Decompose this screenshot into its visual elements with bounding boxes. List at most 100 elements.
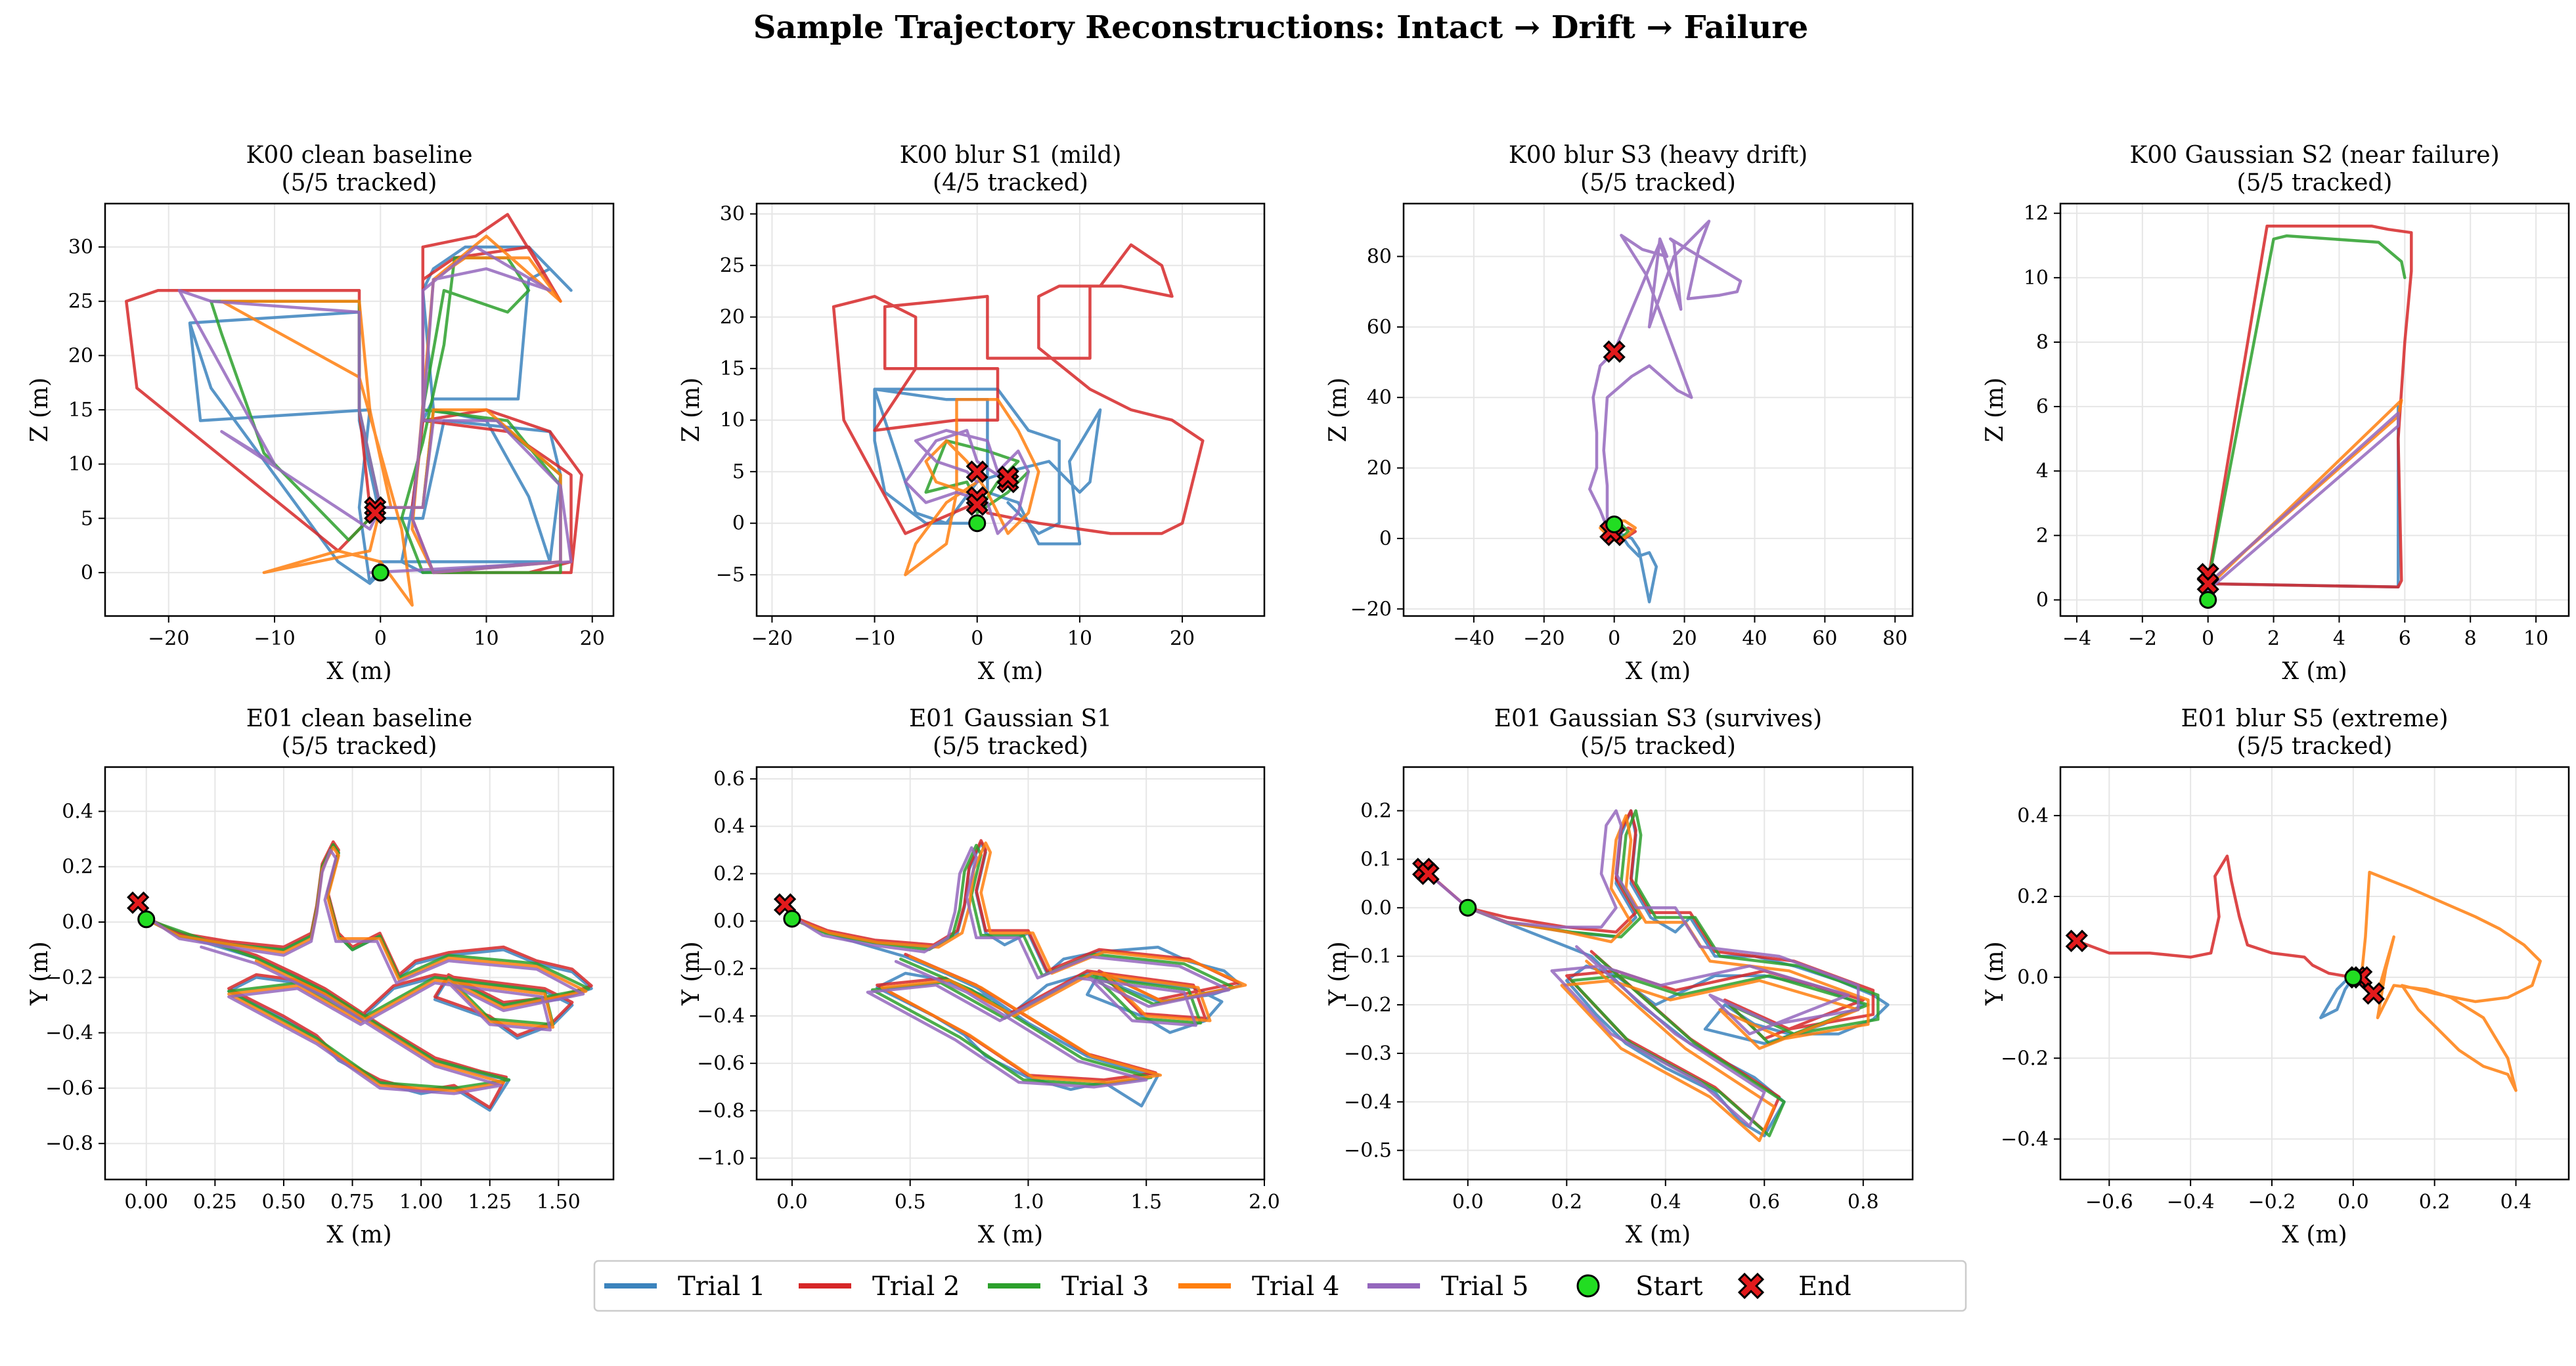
y-tick-label: 0 <box>1379 527 1392 550</box>
subplot-subtitle: (5/5 tracked) <box>282 169 437 196</box>
x-tick-label: 10 <box>2523 627 2548 650</box>
y-tick-label: −0.4 <box>45 1022 93 1045</box>
markers <box>364 496 389 582</box>
y-tick-label: −1.0 <box>697 1147 745 1170</box>
x-axis-label: X (m) <box>326 1222 391 1248</box>
x-tick-label: 20 <box>1672 627 1697 650</box>
y-tick-label: 40 <box>1367 386 1392 409</box>
x-ticks: 0.0 0.5 1.0 1.5 2.0 <box>776 1179 1280 1214</box>
x-tick-label: −20 <box>1523 627 1565 650</box>
subplot-1: −20 −10 0 10 20 0 5 10 15 20 25 30 X (m) Z (m) K00 cle… <box>26 142 615 685</box>
legend-entry-end: End <box>1737 1271 1852 1302</box>
subplot-4: −4 −2 0 2 4 6 8 10 0 2 4 6 8 10 12 X (m) Z (m) K00 Gaussi… <box>1982 142 2570 685</box>
legend-label: Start <box>1635 1271 1703 1302</box>
y-tick-label: 0.2 <box>62 856 93 879</box>
x-axis-label: X (m) <box>2282 1222 2347 1248</box>
subplot-title: K00 Gaussian S2 (near failure) <box>2129 142 2499 169</box>
subplot-2: −20 −10 0 10 20 −5 0 5 10 15 20 25 30 X (m) Z (m) K00 b… <box>678 142 1266 685</box>
end-marker-0 <box>2065 929 2088 952</box>
x-tick-label: 0 <box>374 627 387 650</box>
x-tick-label: 10 <box>1067 627 1092 650</box>
legend-entry-trial-2: Trial 2 <box>799 1271 960 1302</box>
y-tick-label: 10 <box>2024 267 2049 290</box>
grid <box>2060 204 2569 616</box>
y-tick-label: 6 <box>2036 395 2049 418</box>
subplot-subtitle: (5/5 tracked) <box>1580 169 1736 196</box>
y-tick-label: 5 <box>732 460 745 483</box>
x-tick-label: −20 <box>148 627 189 650</box>
y-tick-label: 12 <box>2024 202 2049 225</box>
series-line-trial-5 <box>2206 411 2400 592</box>
x-tick-label: 0.25 <box>193 1191 237 1214</box>
subplot-subtitle: (5/5 tracked) <box>282 733 437 760</box>
x-tick-label: 0.00 <box>124 1191 168 1214</box>
x-tick-label: 2 <box>2267 627 2280 650</box>
subplot-3: −40 −20 0 20 40 60 80 −20 0 20 40 60 80 X (m) Z (m) K00… <box>1325 142 1914 685</box>
series-line-trial-4 <box>1466 814 1870 1143</box>
y-tick-label: −0.5 <box>1344 1139 1392 1162</box>
series-line-trial-1 <box>2319 975 2355 1019</box>
markers <box>1599 340 1626 546</box>
y-axis-label: Y (m) <box>678 941 705 1005</box>
x-tick-label: 2.0 <box>1249 1191 1280 1214</box>
x-tick-label: 4 <box>2333 627 2345 650</box>
series-line-trial-4 <box>790 841 1247 1084</box>
grid <box>757 204 1264 616</box>
y-tick-label: −0.8 <box>697 1099 745 1122</box>
x-tick-label: 1.25 <box>468 1191 512 1214</box>
series-line-trial-5 <box>136 848 585 1095</box>
y-tick-label: 0.4 <box>62 800 93 823</box>
y-tick-label: −0.6 <box>45 1077 93 1100</box>
series-line-trial-5 <box>1427 809 1860 1128</box>
y-tick-label: 30 <box>68 236 93 259</box>
y-tick-label: 4 <box>2036 460 2049 483</box>
series-line-trial-5 <box>904 429 1031 535</box>
legend-label: Trial 5 <box>1441 1271 1528 1302</box>
y-ticks: −0.4 −0.2 0.0 0.2 0.4 <box>2001 804 2060 1151</box>
end-marker-3 <box>2362 982 2385 1005</box>
x-tick-label: 1.50 <box>537 1191 581 1214</box>
x-tick-label: 0 <box>1608 627 1620 650</box>
y-ticks: −1.0 −0.8 −0.6 −0.4 −0.2 0.0 0.2 0.4 0.6 <box>697 768 757 1170</box>
start-marker <box>968 514 987 533</box>
subplot-title: E01 Gaussian S1 <box>909 705 1112 732</box>
x-tick-label: −2 <box>2128 627 2157 650</box>
subplot-5: 0.00 0.25 0.50 0.75 1.00 1.25 1.50 −0.8 −0.6 −0.4… <box>26 705 615 1248</box>
y-tick-label: 60 <box>1367 316 1392 339</box>
y-tick-label: 0.4 <box>713 815 745 838</box>
end-marker-0 <box>966 460 988 483</box>
figure-suptitle: Sample Trajectory Reconstructions: Intac… <box>753 9 1808 46</box>
y-axis-label: Y (m) <box>1325 941 1352 1005</box>
end-marker-0 <box>773 893 797 916</box>
series-lines <box>2206 225 2413 602</box>
y-tick-label: −0.4 <box>2001 1128 2049 1151</box>
series-lines <box>1421 809 1890 1143</box>
x-tick-label: 0 <box>2202 627 2214 650</box>
y-tick-label: −0.2 <box>2001 1047 2049 1070</box>
series-line-trial-5 <box>177 245 573 575</box>
figure-legend: Trial 1 Trial 2 Trial 3 Trial 4 Trial 5 Start… <box>593 1260 1967 1312</box>
y-tick-label: 15 <box>68 399 93 422</box>
y-tick-label: 20 <box>1367 457 1392 480</box>
x-tick-label: 0.4 <box>2500 1191 2532 1214</box>
series-lines <box>125 213 583 607</box>
series-line-trial-5 <box>1588 219 1743 530</box>
start-marker <box>2344 968 2363 986</box>
x-axis-label: X (m) <box>978 658 1043 685</box>
legend-entry-trial-1: Trial 1 <box>604 1271 765 1302</box>
y-tick-label: 2 <box>2036 524 2049 547</box>
x-axis-label: X (m) <box>1626 1222 1691 1248</box>
y-axis-label: Z (m) <box>1982 378 2009 443</box>
y-tick-label: −5 <box>716 563 745 586</box>
subplot-subtitle: (5/5 tracked) <box>2237 733 2393 760</box>
subplot-7: 0.0 0.2 0.4 0.6 0.8−0.5−0.4−0.3−0.2−0.10.00.… <box>1325 705 1914 1248</box>
x-tick-label: 0.50 <box>262 1191 306 1214</box>
x-tick-label: 0.2 <box>1551 1191 1582 1214</box>
axes-frame <box>1402 766 1914 1181</box>
grid <box>105 767 613 1179</box>
y-tick-label: −20 <box>1350 598 1392 621</box>
y-tick-label: 5 <box>81 507 93 530</box>
